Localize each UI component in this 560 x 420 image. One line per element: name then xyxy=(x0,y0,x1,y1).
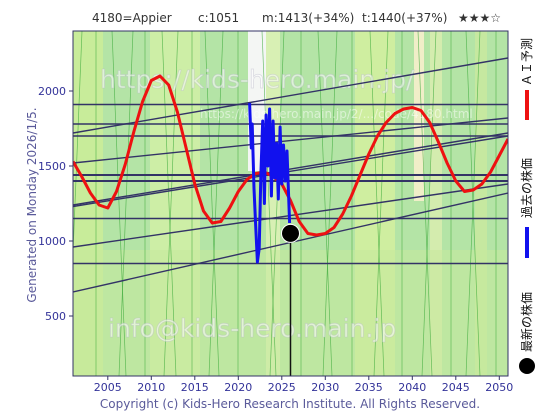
y-axis: 500 1000 1500 2000 xyxy=(38,85,73,323)
y-tick-label: 1500 xyxy=(38,160,66,173)
header-rating-stars: ★★★☆ xyxy=(458,11,501,25)
trend-line xyxy=(73,135,508,208)
trend-line xyxy=(73,117,508,164)
trend-line xyxy=(73,132,508,206)
plot-frame xyxy=(72,30,509,377)
background-streak xyxy=(261,31,277,376)
x-tick-label: 2035 xyxy=(355,381,383,394)
legend-latest-swatch xyxy=(519,358,535,374)
background-streak xyxy=(417,31,433,376)
past-price-line xyxy=(248,102,292,264)
background-streak xyxy=(73,31,83,262)
horizontal-level-lines xyxy=(73,103,508,265)
background-streak xyxy=(204,31,220,376)
copyright-notice: Copyright (c) Kids-Hero Research Institu… xyxy=(100,397,480,411)
x-tick-label: 2045 xyxy=(442,381,470,394)
watermark-email: info@kids-hero.main.jp xyxy=(108,314,396,343)
background-streak xyxy=(269,31,285,376)
background-streak xyxy=(317,31,333,376)
background-streak xyxy=(161,31,177,376)
header-current-price: c:1051 xyxy=(198,11,239,25)
watermark-url-secondary: https://kids-hero.main.jp/2/.../code/418… xyxy=(200,107,473,121)
x-tick-label: 2040 xyxy=(398,381,426,394)
header-mid-value: m:1413(+34%) xyxy=(262,11,354,25)
background-streak xyxy=(118,31,134,376)
legend-forecast-label: ＡＩ予測 xyxy=(520,38,534,86)
background-streak xyxy=(208,31,224,376)
background-streak xyxy=(465,31,481,376)
ai-forecast-line xyxy=(73,74,508,237)
trend-line xyxy=(73,57,508,134)
background-green-streaks xyxy=(73,31,497,376)
x-tick-label: 2015 xyxy=(181,381,209,394)
header-code-name: 4180=Appier xyxy=(92,11,172,25)
y-tick-label: 500 xyxy=(45,310,66,323)
x-axis: 2005 2010 2015 2020 2025 2030 2035 2040 2045 2050 xyxy=(94,376,513,394)
legend: ＡＩ予測 過去の株価 最新の株価 xyxy=(519,38,535,374)
legend-past-label: 過去の株価 xyxy=(519,158,534,218)
background-streak xyxy=(421,31,437,376)
series-layer xyxy=(73,74,508,264)
background-streak xyxy=(373,31,389,376)
generated-date-label: Generated on Monday 2026/1/5. xyxy=(25,107,39,302)
latest-price-layer xyxy=(281,223,300,376)
legend-latest-label: 最新の株価 xyxy=(519,292,534,352)
x-tick-label: 2010 xyxy=(137,381,165,394)
x-tick-label: 2020 xyxy=(224,381,252,394)
x-tick-label: 2030 xyxy=(311,381,339,394)
latest-price-marker xyxy=(281,223,300,243)
x-tick-label: 2005 xyxy=(94,381,122,394)
header-target-value: t:1440(+37%) xyxy=(362,11,447,25)
y-tick-label: 2000 xyxy=(38,85,66,98)
x-tick-label: 2025 xyxy=(268,381,296,394)
background-streak xyxy=(163,31,179,376)
x-tick-label: 2050 xyxy=(485,381,513,394)
background-streak xyxy=(111,31,127,376)
y-tick-label: 1000 xyxy=(38,235,66,248)
